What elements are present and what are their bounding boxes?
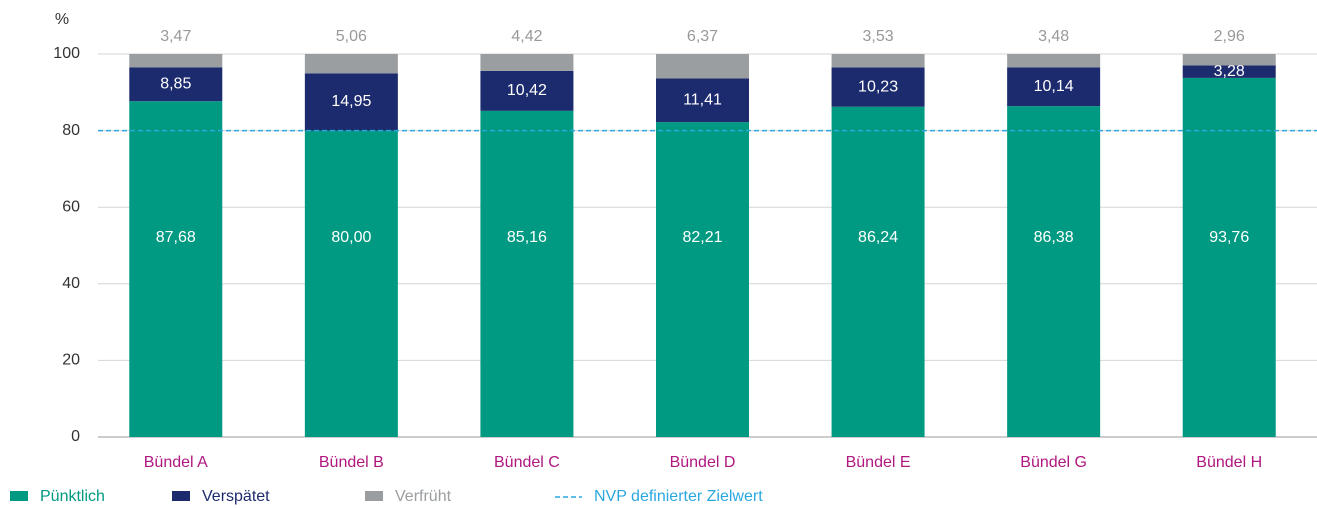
data-label: 3,28: [1214, 63, 1245, 80]
bar-segment: [656, 54, 749, 79]
data-label: 10,42: [507, 82, 547, 99]
data-label: 3,47: [160, 28, 191, 45]
bar-segment: [304, 73, 398, 131]
data-label: 10,23: [858, 78, 898, 95]
bar-segment: [656, 122, 749, 438]
y-tick-label: 80: [62, 122, 80, 139]
y-tick-label: 0: [71, 428, 80, 445]
bar-segment: [304, 53, 398, 74]
x-tick-label: Bündel B: [319, 454, 384, 471]
legend-label: Pünktlich: [40, 488, 105, 505]
legend-swatch: [10, 491, 28, 501]
x-tick-label: Bündel E: [846, 454, 911, 471]
y-tick-label: 40: [62, 275, 80, 292]
bar-segment: [1007, 67, 1101, 107]
bar-segment: [1182, 77, 1276, 437]
bar-segment: [480, 110, 574, 438]
bar-segment: [1007, 106, 1101, 437]
legend-label: Verfrüht: [395, 488, 452, 505]
bar-segment: [304, 130, 398, 437]
data-label: 3,48: [1038, 28, 1069, 45]
y-tick-label: 100: [53, 45, 80, 62]
data-label: 5,06: [336, 28, 367, 45]
data-label: 86,24: [858, 229, 898, 246]
x-tick-label: Bündel D: [670, 454, 736, 471]
y-axis-label: %: [55, 11, 69, 28]
bar-segment: [831, 54, 925, 68]
data-label: 87,68: [156, 229, 196, 246]
x-tick-label: Bündel H: [1196, 454, 1262, 471]
bar-segment: [129, 67, 223, 102]
legend-swatch: [365, 491, 383, 501]
data-label: 11,41: [683, 92, 722, 109]
bar-segment: [129, 101, 223, 437]
bar-segment: [1182, 54, 1276, 66]
x-tick-label: Bündel C: [494, 454, 560, 471]
y-tick-label: 20: [62, 352, 80, 369]
data-label: 80,00: [331, 229, 371, 246]
bar-segment: [129, 54, 223, 68]
bar-segment: [480, 70, 574, 111]
bar-segment: [656, 78, 749, 123]
data-label: 6,37: [687, 28, 718, 45]
data-label: 14,95: [331, 93, 371, 110]
bar-segment: [1007, 54, 1101, 68]
legend-swatch: [172, 491, 190, 501]
data-label: 2,96: [1214, 28, 1245, 45]
bar-segment: [831, 67, 925, 107]
legend-label: Verspätet: [202, 488, 270, 505]
data-label: 3,53: [863, 28, 894, 45]
bar-segment: [480, 54, 574, 71]
data-label: 8,85: [160, 75, 191, 92]
x-tick-label: Bündel G: [1020, 454, 1087, 471]
data-label: 82,21: [682, 229, 722, 246]
y-tick-label: 60: [62, 198, 80, 215]
bar-segment: [831, 106, 925, 437]
legend-label: NVP definierter Zielwert: [594, 488, 763, 505]
data-label: 93,76: [1209, 229, 1249, 246]
data-label: 10,14: [1034, 78, 1074, 95]
data-label: 4,42: [511, 28, 542, 45]
data-label: 85,16: [507, 229, 547, 246]
data-label: 86,38: [1034, 229, 1074, 246]
x-tick-label: Bündel A: [144, 454, 208, 471]
bar-segment: [1182, 65, 1276, 78]
